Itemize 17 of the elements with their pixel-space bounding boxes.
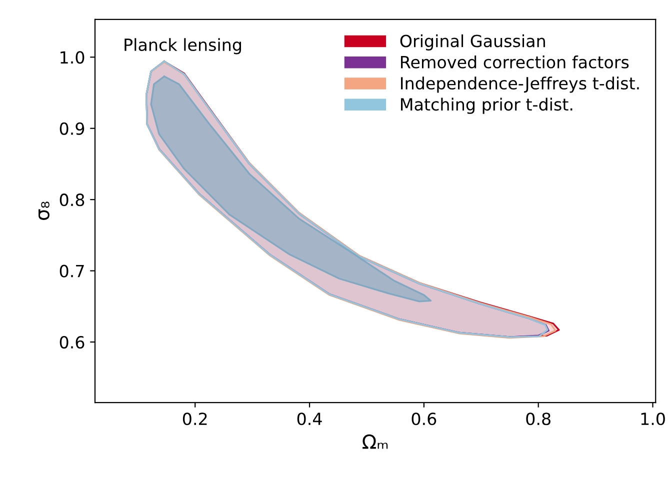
y-axis-title: σ₈ <box>38 202 50 220</box>
x-axis-title: Ωₘ <box>362 434 388 449</box>
x-tick-label: 0.2 <box>182 412 207 426</box>
y-tick-label: 1.0 <box>60 51 84 64</box>
legend-label: Removed correction factors <box>401 56 629 68</box>
x-tick-label: 0.6 <box>412 412 436 426</box>
legend-label: Original Gaussian <box>400 34 545 51</box>
y-tick-label: 0.9 <box>60 122 84 135</box>
legend-label: Independence-Jeffreys t-dist. <box>401 76 639 93</box>
y-tick-label: 0.7 <box>60 264 84 278</box>
y-tick-label: 0.8 <box>60 194 84 206</box>
y-tick-label: 0.6 <box>60 336 84 349</box>
x-tick-label: 1.0 <box>641 412 665 426</box>
x-tick-label: 0.8 <box>526 412 550 426</box>
annotation: Planck lensing <box>124 38 241 54</box>
x-tick-label: 0.4 <box>297 412 322 426</box>
legend-label: Matching prior t-dist. <box>401 98 572 114</box>
